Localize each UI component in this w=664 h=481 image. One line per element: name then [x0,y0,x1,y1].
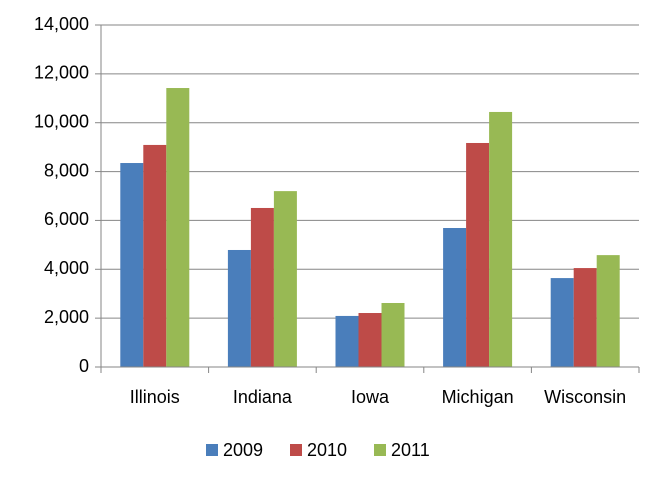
legend-swatch [290,444,302,456]
y-tick-label: 2,000 [44,307,89,327]
legend-label: 2011 [391,440,430,460]
x-tick-label: Indiana [233,387,293,407]
y-tick-label: 6,000 [44,209,89,229]
bar [489,111,513,367]
legend-swatch [374,444,386,456]
bar [273,191,297,367]
bar [550,278,574,367]
y-tick-label: 12,000 [34,63,89,83]
bar [250,207,274,367]
bar [143,144,167,367]
bar [443,228,467,367]
bar [358,313,382,367]
legend-swatch [206,444,218,456]
bar [166,88,190,368]
y-tick-label: 4,000 [44,258,89,278]
bar [335,315,359,367]
x-tick-label: Iowa [351,387,390,407]
x-tick-label: Illinois [130,387,180,407]
y-tick-label: 14,000 [34,14,89,34]
x-tick-label: Wisconsin [544,387,626,407]
y-tick-label: 10,000 [34,111,89,131]
x-tick-label: Michigan [442,387,514,407]
legend-label: 2010 [307,440,347,460]
bar [596,255,620,367]
legend-label: 2009 [223,440,263,460]
y-tick-label: 8,000 [44,160,89,180]
bar [381,302,405,367]
bar [227,249,251,367]
bar [120,163,144,367]
y-tick-label: 0 [79,356,89,376]
bar [573,268,597,367]
bar [466,142,490,367]
